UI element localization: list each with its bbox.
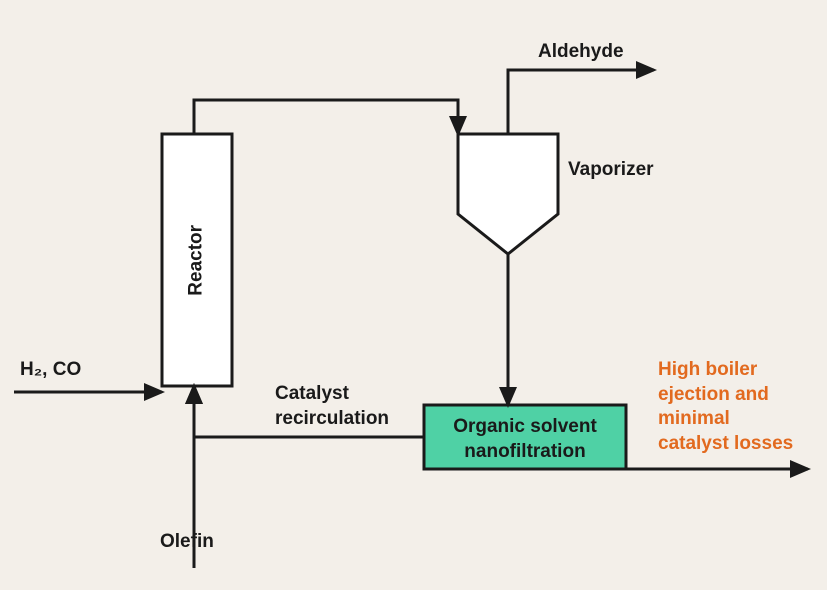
aldehyde-label: Aldehyde: [538, 40, 624, 65]
reactor-label: Reactor: [185, 210, 210, 310]
vaporizer-label: Vaporizer: [568, 158, 654, 183]
feed-gas-label: H₂, CO: [20, 358, 81, 383]
high-boiler-label: High boiler ejection and minimal catalys…: [658, 358, 793, 457]
osn-label: Organic solvent nanofiltration: [432, 415, 618, 464]
olefin-label: Olefin: [160, 530, 214, 555]
process-flow-diagram: [0, 0, 827, 590]
catalyst-recirc-label: Catalyst recirculation: [275, 382, 389, 431]
